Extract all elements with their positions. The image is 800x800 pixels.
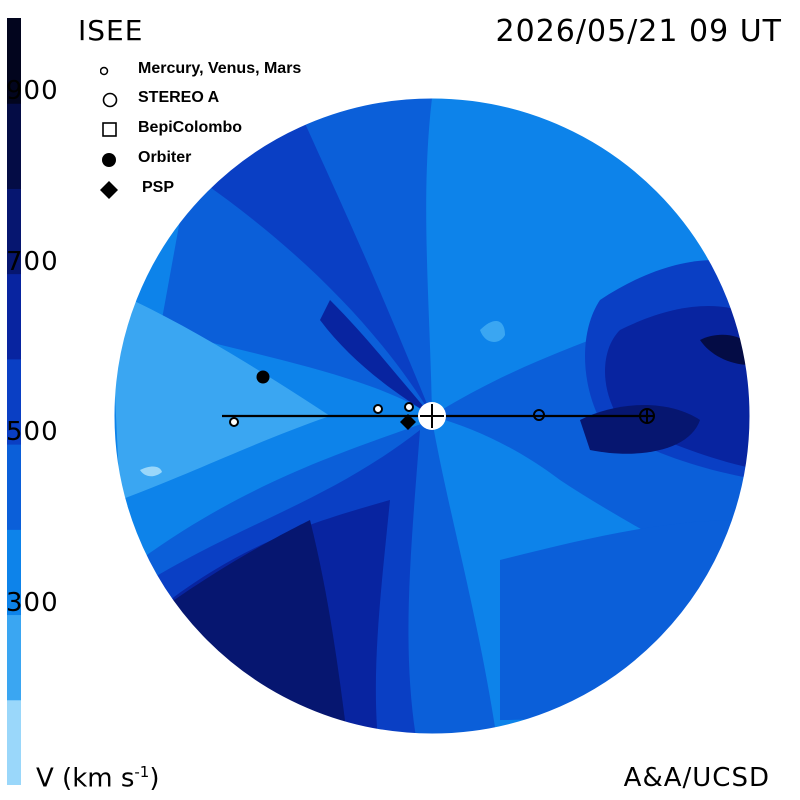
legend-label: PSP (142, 179, 175, 196)
colorbar-band (7, 188, 21, 275)
datetime-label: 2026/05/21 09 UT (495, 14, 782, 49)
region-fastest (580, 405, 700, 454)
filled-diamond-icon (100, 181, 118, 199)
colorbar-band (7, 358, 21, 445)
colorbar-tick-900: 900 (6, 76, 59, 106)
colorbar-tick-300: 300 (6, 588, 59, 618)
colorbar-band (7, 699, 21, 785)
filled-circle-icon (102, 153, 116, 167)
region-faster (320, 300, 432, 416)
velocity-colorbar (7, 18, 21, 785)
colorbar-band (7, 529, 21, 616)
legend-label: Mercury, Venus, Mars (138, 60, 302, 77)
large-circle-icon (102, 92, 118, 108)
legend-label: STEREO A (138, 89, 220, 106)
colorbar-band (7, 103, 21, 189)
legend-label: BepiColombo (138, 119, 242, 136)
planet-marker (373, 404, 383, 414)
colorbar-tick-700: 700 (6, 247, 59, 277)
sun-marker (418, 402, 446, 430)
small-circle-icon (100, 66, 109, 76)
colorbar-band (7, 273, 21, 360)
legend-label: Orbiter (138, 149, 192, 166)
region-fast (200, 98, 432, 416)
credit-label: A&A/UCSD (623, 763, 770, 793)
planet-marker (229, 417, 239, 427)
colorbar-band (7, 614, 21, 701)
stereo-a-marker (533, 409, 545, 421)
colorbar-unit: V (km s-1) (36, 763, 160, 794)
colorbar-band (7, 18, 21, 104)
square-icon (102, 122, 117, 137)
earth-marker (639, 408, 655, 424)
colorbar-band (7, 444, 21, 530)
psp-marker (400, 414, 416, 430)
source-title: ISEE (78, 14, 144, 47)
region-slow (480, 320, 505, 342)
map-boundary (113, 97, 751, 735)
region-slow (114, 290, 330, 500)
orbiter-marker (256, 370, 270, 384)
region-slowest (140, 466, 162, 477)
planet-marker (404, 402, 414, 412)
colorbar-tick-500: 500 (6, 417, 59, 447)
